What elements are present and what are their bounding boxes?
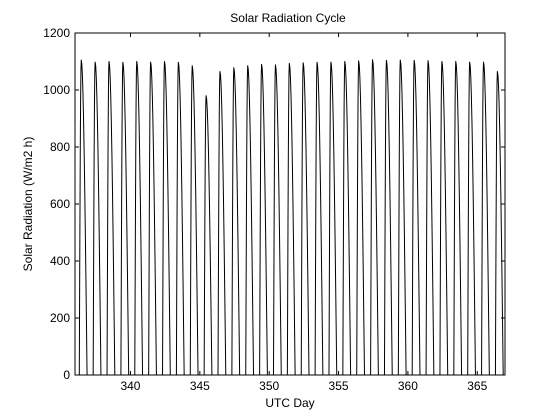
plot-area: 340 345 350 355 360 365 0 200 400 600 800 1000 1200 [43,26,506,393]
peak-point [205,95,207,97]
peak-point [233,67,235,69]
peak-point [288,62,290,64]
y-tick-label: 600 [50,197,70,211]
y-tick-label: 1000 [43,83,70,97]
peak-point [330,61,332,63]
peak-point [219,70,221,72]
peak-point [247,65,249,67]
y-tick-label: 400 [50,254,70,268]
peak-point [469,61,471,63]
series-group [75,59,504,376]
x-tick-label: 345 [190,379,210,393]
peak-point [385,59,387,61]
peak-point [483,61,484,63]
peak-point [496,70,498,72]
peak-point [122,61,124,63]
peak-point [413,59,415,61]
peak-point [316,61,318,63]
peak-point [372,59,374,61]
y-tick-label: 800 [50,140,70,154]
peak-point [455,61,457,62]
y-tick-label: 200 [50,311,70,325]
x-tick-label: 365 [467,379,487,393]
chart-title: Solar Radiation Cycle [230,11,346,25]
x-tick-label: 350 [259,379,279,393]
peak-point [80,59,82,61]
peak-point [427,60,429,62]
peak-point [177,61,179,63]
y-tick-label: 0 [63,368,70,382]
peak-point [150,61,152,63]
y-tick-label: 1200 [43,26,70,40]
peak-point [302,62,304,64]
peak-point [191,65,193,67]
peak-point [344,61,346,62]
peak-point [94,61,96,63]
x-tick-label: 360 [398,379,418,393]
x-tick-label: 340 [120,379,140,393]
tick-group: 340 345 350 355 360 365 0 200 400 600 800 1000 1200 [43,26,505,393]
peak-point [136,61,138,62]
peak-point [108,61,110,62]
peak-point [261,63,263,65]
x-tick-label: 355 [329,379,349,393]
peak-point [274,64,276,66]
peak-point [441,61,443,62]
x-axis-label: UTC Day [265,396,314,410]
y-axis-label: Solar Radiation (W/m2 h) [21,137,35,272]
peak-point [358,60,360,62]
peak-point [399,59,401,61]
peak-point [163,61,165,62]
series-line [75,59,504,376]
